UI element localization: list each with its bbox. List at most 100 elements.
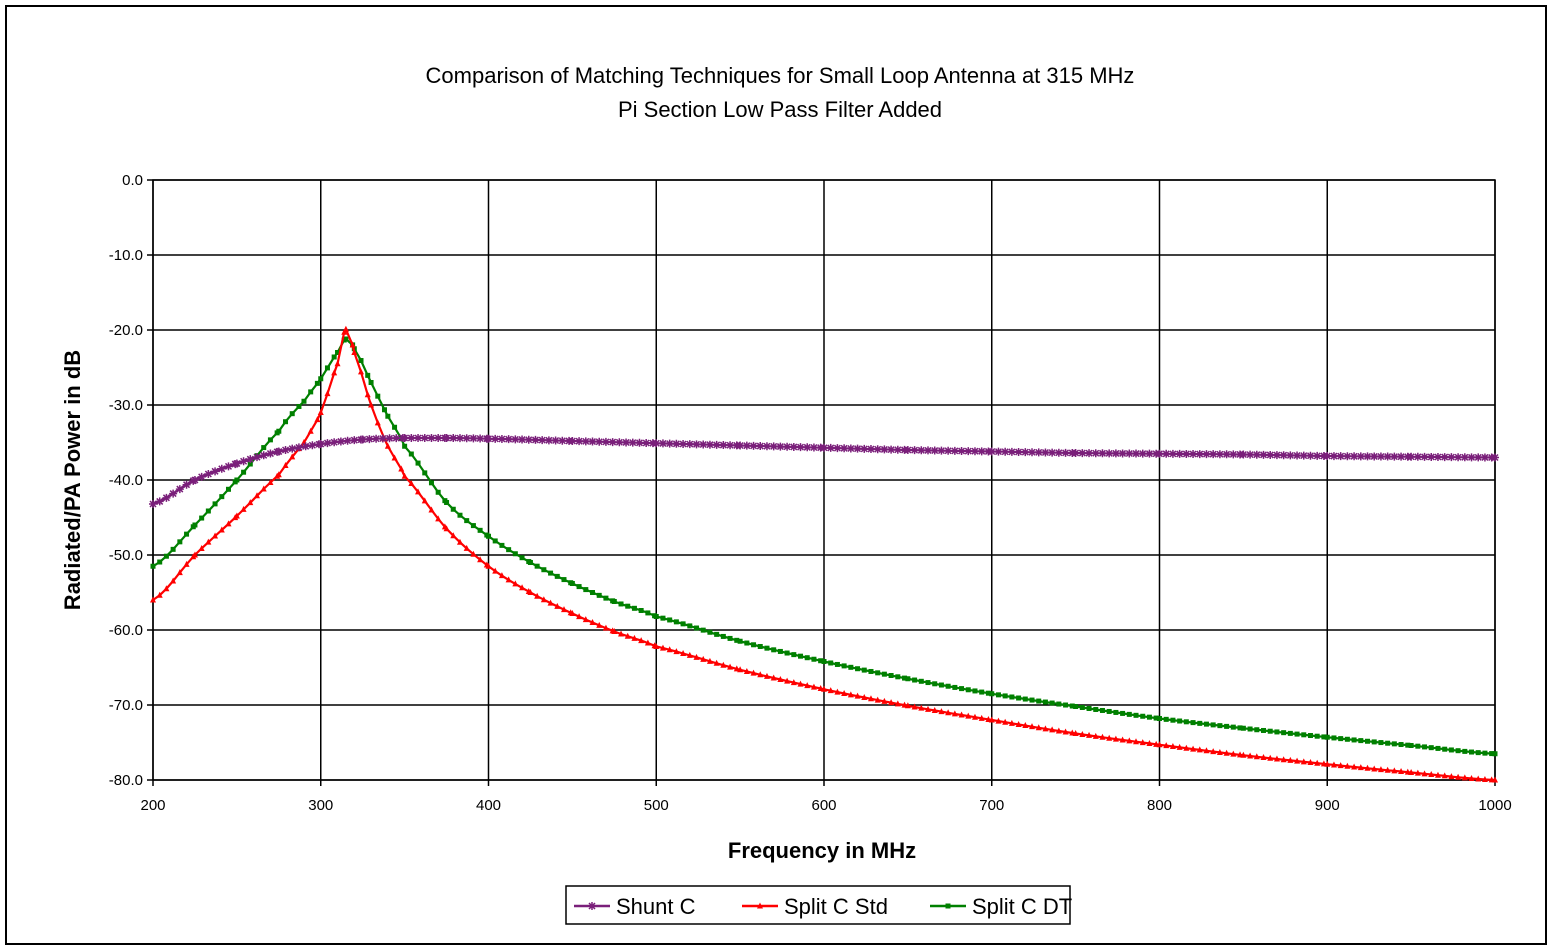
- data-point: [163, 553, 169, 559]
- data-point: [798, 653, 804, 659]
- data-point: [692, 440, 701, 449]
- legend: Shunt C Split C Std Split C DT: [565, 885, 1072, 925]
- data-point: [744, 640, 750, 646]
- data-point: [281, 446, 290, 455]
- data-point: [335, 350, 341, 355]
- data-point: [1210, 722, 1216, 728]
- data-point: [734, 637, 740, 643]
- data-point: [964, 447, 973, 456]
- data-point: [1073, 704, 1079, 709]
- x-tick-label: 1000: [1478, 797, 1511, 814]
- data-point: [1482, 750, 1488, 756]
- data-point: [1254, 727, 1260, 733]
- data-point: [742, 441, 751, 450]
- data-point: [1049, 726, 1056, 733]
- data-point: [450, 506, 456, 512]
- data-point: [531, 435, 540, 444]
- data-point: [1313, 451, 1322, 460]
- data-point: [1190, 720, 1196, 726]
- data-point: [1314, 759, 1321, 766]
- data-point: [827, 687, 834, 694]
- data-point: [841, 663, 847, 669]
- data-point: [1300, 758, 1307, 765]
- data-point: [1391, 767, 1398, 774]
- data-point: [1480, 453, 1489, 462]
- data-point: [1001, 447, 1010, 456]
- series-shunt-c: [149, 434, 1499, 508]
- data-point: [1162, 449, 1171, 458]
- data-point: [247, 499, 254, 506]
- data-point: [568, 437, 577, 445]
- data-point: [1157, 716, 1162, 721]
- data-point: [1230, 724, 1236, 730]
- data-point: [995, 692, 1001, 698]
- data-point: [1294, 757, 1301, 764]
- data-point: [881, 671, 887, 677]
- chart-title: Comparison of Matching Techniques for Sm…: [426, 63, 1135, 88]
- data-point: [945, 709, 952, 716]
- data-point: [737, 666, 744, 673]
- data-point: [1240, 751, 1247, 758]
- data-point: [1272, 451, 1281, 460]
- data-point: [841, 689, 848, 696]
- data-point: [276, 428, 282, 434]
- data-point: [428, 480, 434, 486]
- data-point: [1427, 452, 1436, 461]
- data-point: [1267, 728, 1273, 734]
- y-tick-label: -10.0: [109, 247, 143, 264]
- data-point: [957, 446, 966, 455]
- data-point: [763, 672, 770, 679]
- data-point: [611, 628, 618, 634]
- data-point: [477, 527, 483, 533]
- data-point: [888, 699, 895, 706]
- data-point: [365, 372, 371, 378]
- data-point: [1414, 769, 1421, 776]
- data-point: [595, 437, 604, 446]
- data-point: [1093, 706, 1099, 712]
- data-point: [705, 440, 714, 449]
- data-point: [1428, 771, 1435, 778]
- data-point: [301, 398, 307, 404]
- data-point: [931, 707, 938, 714]
- data-point: [169, 489, 178, 498]
- data-point: [1336, 452, 1345, 461]
- data-point: [1002, 693, 1008, 699]
- data-point: [241, 469, 247, 475]
- data-point: [455, 434, 464, 443]
- data-point: [1113, 709, 1119, 715]
- data-point: [498, 572, 505, 579]
- data-point: [1163, 742, 1170, 749]
- data-point: [596, 621, 603, 628]
- data-point: [1222, 450, 1231, 459]
- data-point: [427, 434, 436, 442]
- data-point: [246, 455, 255, 464]
- data-point: [875, 670, 881, 676]
- data-point: [1323, 452, 1332, 460]
- data-point: [588, 437, 597, 446]
- data-point: [714, 631, 720, 637]
- data-point: [652, 439, 661, 448]
- data-point: [596, 592, 602, 598]
- data-point: [1267, 754, 1274, 761]
- data-point: [205, 508, 211, 514]
- data-point: [342, 325, 349, 332]
- data-point: [1246, 450, 1255, 459]
- data-point: [374, 419, 381, 426]
- data-point: [1408, 743, 1414, 748]
- data-point: [1140, 713, 1146, 719]
- y-tick-label: -70.0: [109, 697, 143, 714]
- data-point: [894, 700, 901, 707]
- data-point: [989, 691, 995, 697]
- data-point: [1098, 449, 1107, 458]
- data-point: [720, 633, 726, 639]
- tick-labels: 0.0 -10.0 -20.0 -30.0 -40.0 -50.0 -60.0 -70.0 -8…: [109, 172, 1512, 814]
- data-point: [1035, 724, 1042, 731]
- data-point: [1009, 694, 1015, 700]
- data-point: [1253, 753, 1260, 760]
- data-point: [938, 682, 944, 688]
- data-point: [266, 449, 275, 458]
- data-point: [407, 434, 416, 442]
- data-point: [198, 544, 205, 551]
- data-point: [1358, 738, 1364, 744]
